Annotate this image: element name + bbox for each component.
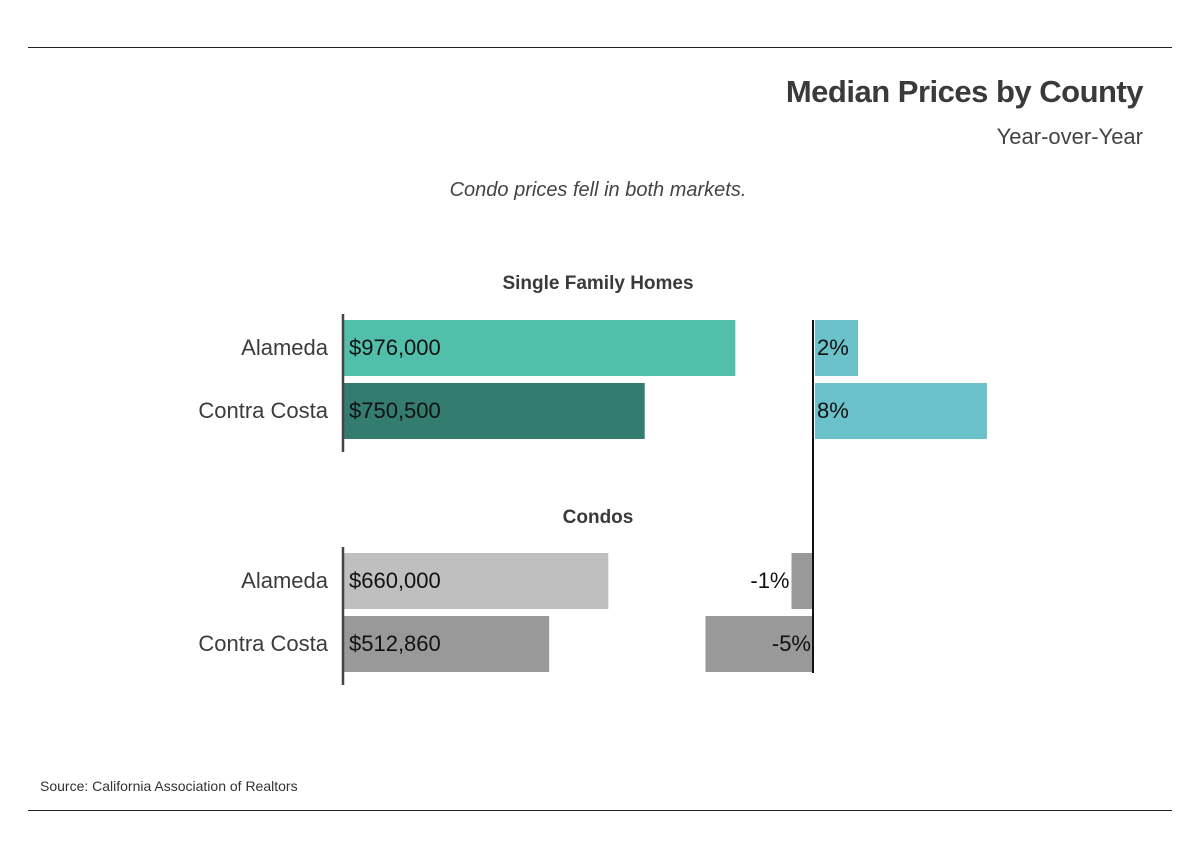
change-bar — [815, 383, 987, 439]
price-bar — [343, 383, 645, 439]
change-label: -1% — [750, 568, 789, 593]
row-label: Alameda — [241, 568, 329, 593]
change-bar — [791, 553, 813, 609]
group-title: Condos — [563, 507, 634, 528]
change-label: 8% — [817, 398, 849, 423]
change-bar — [705, 616, 813, 672]
price-label: $750,500 — [349, 398, 441, 423]
chart-headline: Condo prices fell in both markets. — [449, 179, 747, 201]
change-label: -5% — [772, 631, 811, 656]
chart-subtitle: Year-over-Year — [996, 124, 1143, 149]
change-bar — [815, 320, 858, 376]
price-label: $660,000 — [349, 568, 441, 593]
row-label: Contra Costa — [198, 631, 328, 656]
bottom-rule — [28, 810, 1172, 811]
row-label: Contra Costa — [198, 398, 328, 423]
change-label: 2% — [817, 335, 849, 360]
row-label: Alameda — [241, 335, 329, 360]
price-label: $976,000 — [349, 335, 441, 360]
price-bar — [343, 553, 609, 609]
price-label: $512,860 — [349, 631, 441, 656]
group-title: Single Family Homes — [502, 273, 693, 294]
price-bar — [343, 616, 550, 672]
chart-title: Median Prices by County — [785, 74, 1144, 109]
source-note: Source: California Association of Realto… — [40, 778, 298, 794]
price-bar — [343, 320, 736, 376]
top-rule — [28, 47, 1172, 48]
